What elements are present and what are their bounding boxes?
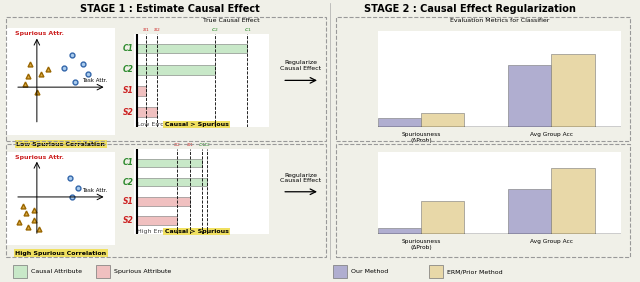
Text: S1: S1: [122, 197, 133, 206]
Bar: [378, 118, 421, 127]
Bar: [421, 201, 465, 234]
Bar: [137, 216, 177, 225]
Text: High Spurious Correlation: High Spurious Correlation: [15, 251, 106, 256]
Text: High Error,: High Error,: [137, 229, 175, 234]
Text: STAGE 2 : Causal Effect Regularization: STAGE 2 : Causal Effect Regularization: [364, 4, 577, 14]
Text: Task Attr.: Task Attr.: [83, 188, 108, 193]
Bar: [137, 107, 157, 117]
Text: $s_1$: $s_1$: [186, 142, 193, 149]
Text: $c_1$: $c_1$: [244, 26, 252, 34]
Bar: [137, 44, 248, 53]
Text: Spurious Attribute: Spurious Attribute: [114, 269, 171, 274]
Bar: [551, 54, 595, 127]
Text: Regularize
Causal Effect: Regularize Causal Effect: [280, 60, 322, 71]
Text: $c_2$: $c_2$: [211, 26, 219, 34]
Text: Spurious Attr.: Spurious Attr.: [15, 31, 63, 36]
Text: Our Method: Our Method: [351, 269, 388, 274]
Text: Low Error,: Low Error,: [137, 122, 173, 127]
Text: ERM/Prior Method: ERM/Prior Method: [447, 269, 502, 274]
Text: $s_2$: $s_2$: [153, 26, 161, 34]
Text: Low Spurious Correlation: Low Spurious Correlation: [17, 142, 105, 147]
Text: C1: C1: [122, 44, 133, 53]
Text: C2: C2: [122, 178, 133, 187]
Bar: [551, 168, 595, 234]
Text: $c_1$: $c_1$: [198, 142, 206, 149]
Text: Task Attr.: Task Attr.: [83, 78, 108, 83]
Text: STAGE 1 : Estimate Causal Effect: STAGE 1 : Estimate Causal Effect: [80, 4, 259, 14]
Bar: [421, 113, 465, 127]
Text: S2: S2: [122, 108, 133, 116]
Bar: [378, 228, 421, 234]
Text: Regularize
Causal Effect: Regularize Causal Effect: [280, 173, 322, 183]
Text: Causal > Spurious: Causal > Spurious: [164, 229, 228, 234]
Text: C2: C2: [122, 65, 133, 74]
Text: S1: S1: [122, 87, 133, 95]
Text: Causal > Spurious: Causal > Spurious: [164, 122, 228, 127]
Bar: [508, 65, 551, 127]
Text: True Causal Effect: True Causal Effect: [203, 18, 259, 23]
Bar: [137, 86, 146, 96]
Text: S2: S2: [122, 216, 133, 225]
Text: C1: C1: [122, 158, 133, 168]
Text: Causal Attribute: Causal Attribute: [31, 269, 82, 274]
Text: Spurious Attr.: Spurious Attr.: [15, 155, 63, 160]
Text: Evaluation Metrics for Classifier: Evaluation Metrics for Classifier: [449, 18, 549, 23]
Text: $s_1$: $s_1$: [142, 26, 150, 34]
Bar: [137, 178, 207, 186]
Text: $s_2$: $s_2$: [173, 142, 181, 149]
Bar: [137, 158, 202, 167]
Bar: [137, 65, 215, 74]
Bar: [137, 197, 189, 206]
Text: $c_2$: $c_2$: [204, 142, 211, 149]
Bar: [508, 189, 551, 234]
